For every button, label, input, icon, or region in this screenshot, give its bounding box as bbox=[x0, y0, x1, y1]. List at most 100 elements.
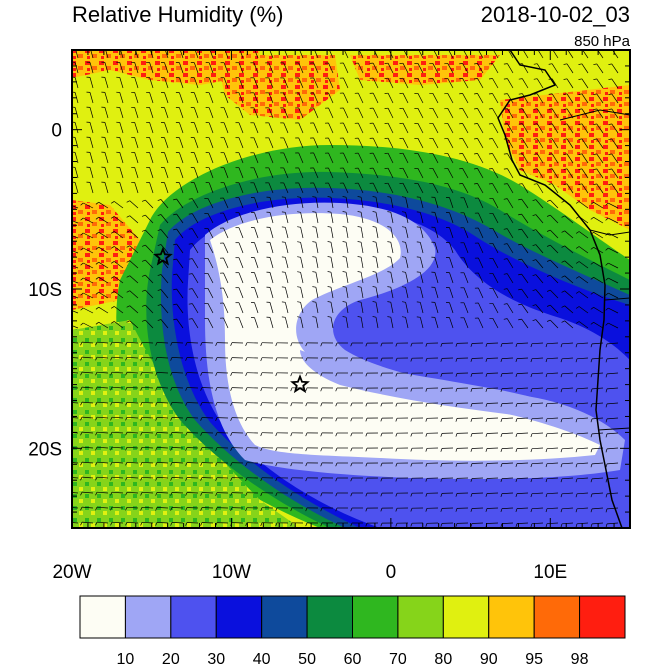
wind-barb-flag bbox=[576, 246, 580, 249]
wind-barb-flag bbox=[474, 123, 478, 125]
wind-barb-flag bbox=[545, 463, 548, 468]
wind-barb bbox=[578, 201, 589, 209]
wind-barb bbox=[186, 462, 199, 464]
wind-barb bbox=[516, 357, 529, 359]
wind-barb bbox=[194, 50, 199, 59]
wind-barb bbox=[390, 302, 394, 314]
wind-barb bbox=[298, 152, 304, 164]
wind-barb-flag bbox=[455, 358, 458, 362]
wind-barb-flag bbox=[387, 211, 391, 213]
wind-barb-flag bbox=[188, 258, 193, 260]
wind-barb-flag bbox=[290, 372, 293, 377]
wind-barb-flag bbox=[157, 199, 162, 201]
wind-barb bbox=[606, 462, 619, 465]
wind-barb bbox=[283, 167, 289, 179]
wind-barb bbox=[298, 122, 304, 134]
wind-barb-flag bbox=[387, 241, 391, 243]
wind-barb-flag bbox=[95, 306, 99, 310]
colorbar-swatch bbox=[442, 595, 490, 639]
wind-barb bbox=[506, 273, 514, 284]
wind-barb-flag bbox=[188, 273, 193, 275]
wind-barb-flag bbox=[593, 153, 597, 156]
wind-barb bbox=[405, 257, 409, 269]
wind-barb-flag bbox=[140, 357, 143, 361]
wind-barb bbox=[254, 197, 259, 209]
wind-barb-flag bbox=[157, 274, 162, 276]
wind-barb bbox=[315, 302, 319, 314]
wind-barb-flag bbox=[350, 492, 353, 497]
wind-barb-flag bbox=[503, 318, 508, 320]
wind-barb bbox=[254, 257, 259, 269]
wind-barb-flag bbox=[563, 153, 568, 155]
wind-barb bbox=[419, 242, 424, 254]
wind-barb bbox=[315, 317, 319, 329]
wind-barb bbox=[432, 183, 439, 194]
wind-barb bbox=[449, 287, 454, 299]
wind-barb-flag bbox=[605, 292, 609, 296]
wind-barb-flag bbox=[125, 492, 128, 496]
wind-barb bbox=[506, 228, 514, 239]
wind-barb bbox=[254, 317, 259, 329]
wind-barb bbox=[299, 50, 304, 59]
wind-barb-flag bbox=[530, 418, 533, 423]
wind-barb bbox=[531, 522, 544, 525]
wind-barb-flag bbox=[155, 492, 158, 496]
wind-barb-flag bbox=[290, 477, 293, 482]
wind-barb-flag bbox=[65, 309, 67, 312]
wind-barb bbox=[463, 272, 469, 284]
wind-barb-flag bbox=[305, 432, 308, 437]
wind-barb-flag bbox=[230, 432, 233, 436]
wind-barb-flag bbox=[503, 288, 508, 290]
country-border-1 bbox=[559, 109, 630, 121]
wind-barb-flag bbox=[605, 463, 608, 468]
wind-barb-flag bbox=[110, 492, 113, 496]
wind-barb bbox=[521, 288, 529, 299]
wind-barb-flag bbox=[95, 357, 98, 361]
wind-barb bbox=[390, 257, 394, 269]
wind-barb bbox=[432, 153, 439, 164]
wind-barb bbox=[186, 492, 199, 494]
wind-barb-flag bbox=[530, 448, 533, 453]
wind-barb bbox=[238, 317, 244, 329]
wind-barb bbox=[536, 123, 544, 134]
wind-barb bbox=[328, 92, 334, 104]
wind-barb-flag bbox=[605, 277, 609, 281]
wind-barb bbox=[546, 387, 559, 390]
wind-barb bbox=[501, 462, 514, 464]
wind-barb bbox=[432, 123, 439, 134]
wind-barb bbox=[471, 372, 484, 374]
wind-barb-flag bbox=[578, 138, 582, 140]
wind-barb-flag bbox=[365, 492, 368, 497]
wind-barb-flag bbox=[245, 357, 248, 362]
wind-barb-flag bbox=[185, 402, 188, 406]
wind-barb bbox=[531, 387, 544, 390]
wind-barb-flag bbox=[260, 477, 263, 482]
wind-barb bbox=[372, 92, 379, 104]
wind-barb bbox=[171, 357, 184, 359]
wind-barb bbox=[360, 197, 364, 209]
wind-barb-flag bbox=[455, 433, 458, 437]
wind-barb bbox=[578, 276, 589, 284]
wind-barb-flag bbox=[425, 508, 428, 512]
wind-barb-flag bbox=[170, 357, 173, 361]
wind-barb-flag bbox=[395, 493, 398, 497]
wind-barb-flag bbox=[440, 343, 443, 347]
wind-barb bbox=[111, 401, 124, 404]
wind-barb-flag bbox=[305, 462, 308, 467]
wind-barb-flag bbox=[335, 507, 338, 512]
wind-barb bbox=[207, 273, 214, 284]
wind-barb bbox=[536, 183, 544, 194]
wind-barb-flag bbox=[474, 63, 478, 65]
wind-barb-flag bbox=[312, 211, 316, 213]
wind-barb bbox=[238, 167, 244, 179]
wind-barb-flag bbox=[140, 342, 143, 346]
wind-barb-flag bbox=[500, 523, 503, 528]
wind-barb-flag bbox=[372, 196, 377, 198]
wind-barb-flag bbox=[593, 108, 597, 111]
wind-barb bbox=[179, 50, 184, 59]
wind-barb-flag bbox=[65, 264, 67, 267]
wind-barb-flag bbox=[350, 357, 353, 362]
wind-barb bbox=[501, 432, 514, 434]
wind-barb bbox=[141, 386, 154, 389]
wind-barb bbox=[606, 522, 619, 525]
